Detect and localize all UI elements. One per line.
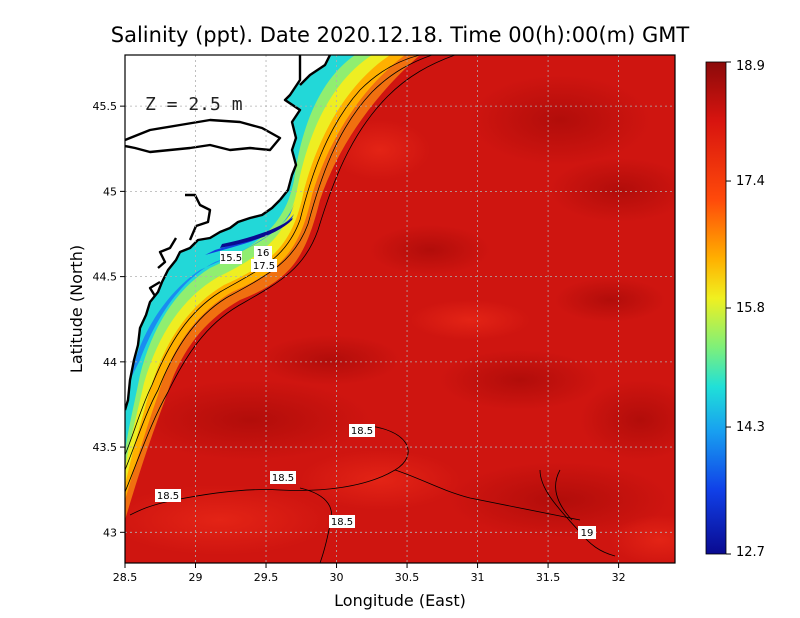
depth-label: Z = 2.5 m [145, 94, 243, 115]
colorbar-tick-label: 12.7 [736, 545, 765, 560]
x-axis-ticks: 28.5 29 29.5 30 30.5 31 31.5 32 [113, 563, 626, 584]
salinity-texture [125, 75, 675, 563]
contour-label-2: 16 [254, 246, 272, 259]
colorbar-tick-label: 14.3 [736, 420, 765, 435]
contour-label-3: 17.5 [251, 259, 277, 272]
y-axis-ticks: 45.5 45 44.5 44 43.5 43 [93, 100, 125, 539]
colorbar-tick-label: 17.4 [736, 174, 765, 189]
y-tick-label: 43.5 [93, 441, 118, 454]
x-tick-label: 30 [330, 571, 344, 584]
contour-label-4: 18.5 [349, 424, 375, 437]
x-tick-label: 31 [471, 571, 485, 584]
svg-text:17.5: 17.5 [253, 261, 275, 272]
colorbar-tick-label: 18.9 [736, 59, 765, 74]
x-tick-label: 29.5 [254, 571, 279, 584]
y-tick-label: 44 [103, 356, 117, 369]
svg-text:18.5: 18.5 [157, 491, 179, 502]
y-tick-label: 44.5 [93, 271, 118, 284]
x-tick-label: 28.5 [113, 571, 138, 584]
colorbar-ticks: 18.9 17.4 15.8 14.3 12.7 [726, 59, 765, 560]
contour-label-6: 18.5 [155, 489, 181, 502]
svg-text:19: 19 [581, 528, 594, 539]
plot-frame [124, 54, 676, 564]
svg-text:16: 16 [257, 248, 270, 259]
contour-lines [125, 55, 616, 563]
contour-label-1: 15.5 [220, 251, 242, 264]
svg-text:15.5: 15.5 [220, 253, 242, 264]
contour-label-5: 18.5 [270, 471, 296, 484]
contour-label-7: 18.5 [329, 515, 355, 528]
map-title: Salinity (ppt). Date 2020.12.18. Time 00… [111, 23, 690, 47]
colorbar-tick-label: 15.8 [736, 301, 765, 316]
plot-area [125, 55, 675, 563]
contour-label-8: 19 [578, 526, 596, 539]
x-tick-label: 30.5 [395, 571, 420, 584]
x-tick-label: 29 [189, 571, 203, 584]
svg-text:18.5: 18.5 [272, 473, 294, 484]
x-axis-label: Longitude (East) [334, 591, 466, 610]
y-tick-label: 45 [103, 185, 117, 198]
colorbar [705, 61, 727, 555]
y-axis-label: Latitude (North) [67, 245, 86, 373]
x-tick-label: 31.5 [536, 571, 561, 584]
y-tick-label: 45.5 [93, 100, 118, 113]
y-tick-label: 43 [103, 526, 117, 539]
map-grid [125, 55, 675, 563]
svg-text:18.5: 18.5 [351, 426, 373, 437]
land-north [296, 55, 330, 85]
x-tick-label: 32 [612, 571, 626, 584]
svg-text:18.5: 18.5 [331, 517, 353, 528]
coastline [125, 55, 332, 411]
